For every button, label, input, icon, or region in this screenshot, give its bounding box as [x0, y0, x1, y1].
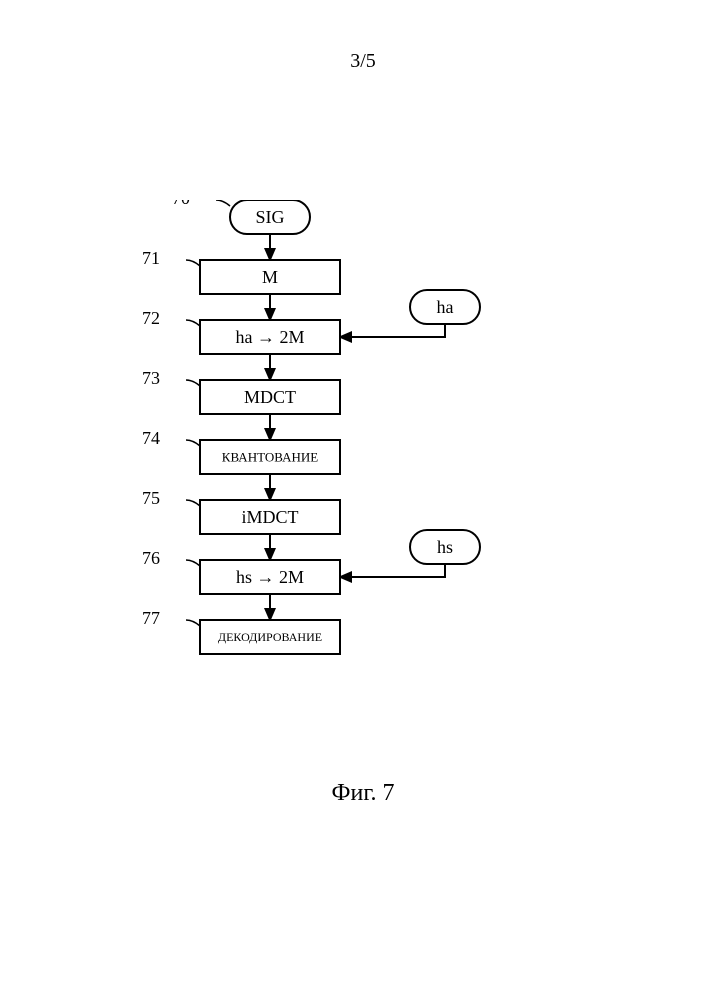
svg-text:КВАНТОВАНИЕ: КВАНТОВАНИЕ [222, 450, 318, 465]
svg-text:70: 70 [172, 200, 190, 208]
svg-text:72: 72 [142, 308, 160, 328]
svg-text:71: 71 [142, 248, 160, 268]
svg-text:75: 75 [142, 488, 160, 508]
svg-text:77: 77 [142, 608, 160, 628]
flowchart-figure-7: SIG 70 M 71 ha → 2M 72 ha MDCT 73 КВАНТОВАНИЕ 74 iM… [0, 200, 726, 705]
svg-text:iMDCT: iMDCT [241, 507, 298, 527]
svg-text:M: M [262, 267, 278, 287]
svg-text:MDCT: MDCT [244, 387, 296, 407]
svg-text:ha → 2M: ha → 2M [236, 327, 305, 347]
svg-text:hs: hs [437, 537, 453, 557]
svg-text:73: 73 [142, 368, 160, 388]
svg-text:ДЕКОДИРОВАНИЕ: ДЕКОДИРОВАНИЕ [218, 630, 322, 644]
figure-caption: Фиг. 7 [0, 780, 726, 807]
page-number: 3/5 [0, 50, 726, 73]
svg-text:SIG: SIG [255, 207, 284, 227]
svg-text:hs → 2M: hs → 2M [236, 567, 304, 587]
svg-text:74: 74 [142, 428, 160, 448]
svg-text:ha: ha [437, 297, 454, 317]
svg-text:76: 76 [142, 548, 160, 568]
